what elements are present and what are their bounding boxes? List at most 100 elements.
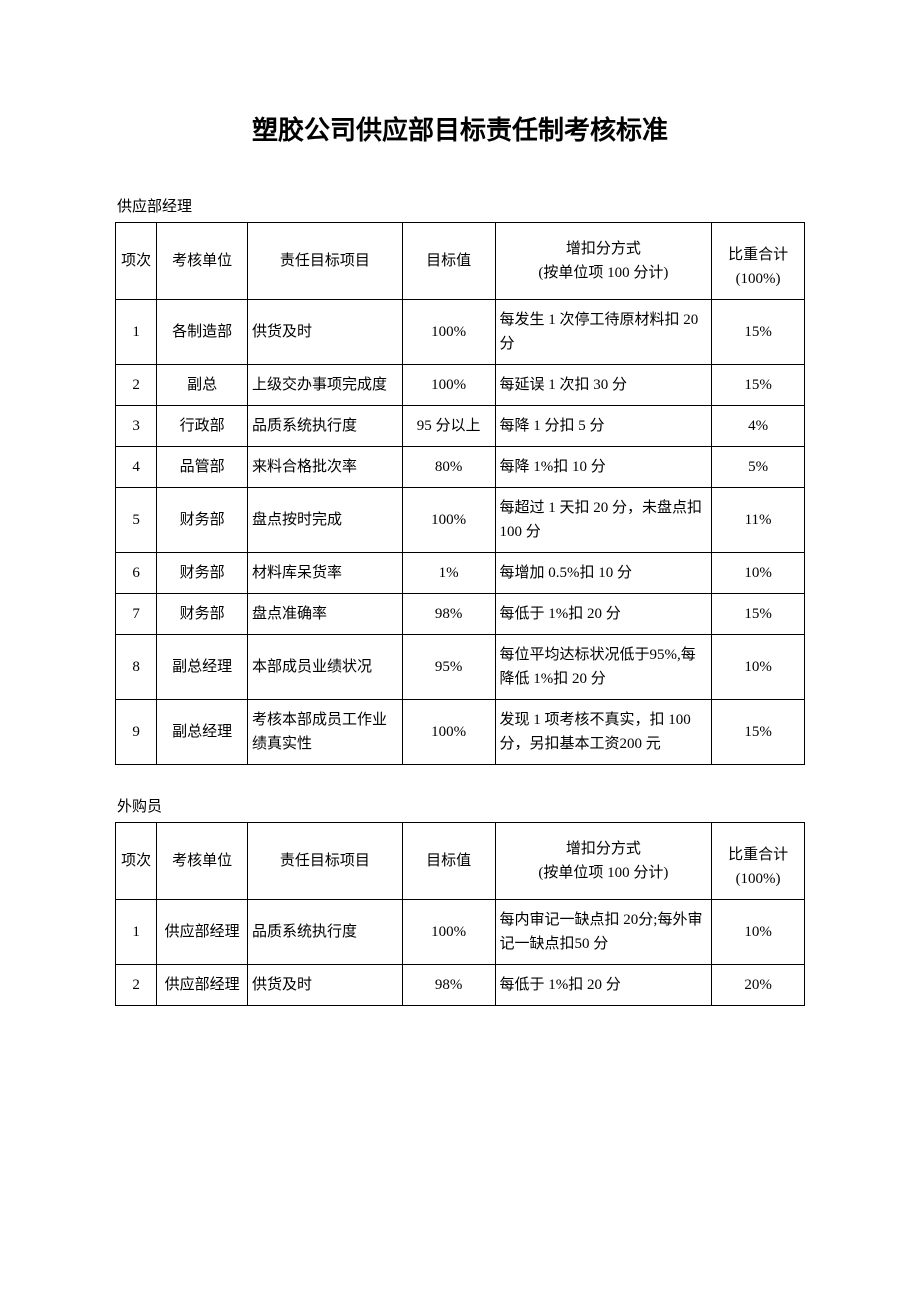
cell-item: 供货及时 [248,965,403,1006]
cell-target: 100% [402,700,495,765]
cell-unit: 副总 [157,365,248,406]
header-weight: 比重合计 (100%) [712,823,805,900]
cell-idx: 3 [116,406,157,447]
header-idx: 项次 [116,823,157,900]
table-row: 7财务部盘点准确率98%每低于 1%扣 20 分15% [116,594,805,635]
table-row: 1供应部经理品质系统执行度100%每内审记一缺点扣 20分;每外审记一缺点扣50… [116,900,805,965]
cell-idx: 2 [116,365,157,406]
cell-idx: 5 [116,488,157,553]
header-method-line2: (按单位项 100 分计) [500,861,708,885]
cell-unit: 副总经理 [157,635,248,700]
cell-target: 1% [402,553,495,594]
header-target: 目标值 [402,223,495,300]
cell-item: 供货及时 [248,300,403,365]
cell-unit: 财务部 [157,553,248,594]
table-row: 3行政部品质系统执行度95 分以上每降 1 分扣 5 分4% [116,406,805,447]
table-row: 9副总经理考核本部成员工作业绩真实性100%发现 1 项考核不真实，扣 100 … [116,700,805,765]
header-method: 增扣分方式 (按单位项 100 分计) [495,823,712,900]
section1-subtitle: 供应部经理 [115,195,805,216]
cell-method: 每增加 0.5%扣 10 分 [495,553,712,594]
header-item: 责任目标项目 [248,223,403,300]
table-row: 1各制造部供货及时100%每发生 1 次停工待原材料扣 20 分15% [116,300,805,365]
cell-idx: 8 [116,635,157,700]
cell-unit: 行政部 [157,406,248,447]
cell-idx: 1 [116,900,157,965]
cell-idx: 1 [116,300,157,365]
cell-item: 考核本部成员工作业绩真实性 [248,700,403,765]
cell-method: 每降 1 分扣 5 分 [495,406,712,447]
table-header-row: 项次 考核单位 责任目标项目 目标值 增扣分方式 (按单位项 100 分计) 比… [116,823,805,900]
cell-weight: 4% [712,406,805,447]
cell-weight: 15% [712,594,805,635]
cell-unit: 供应部经理 [157,965,248,1006]
cell-item: 上级交办事项完成度 [248,365,403,406]
cell-weight: 15% [712,700,805,765]
cell-unit: 供应部经理 [157,900,248,965]
table-row: 2供应部经理供货及时98%每低于 1%扣 20 分20% [116,965,805,1006]
header-weight: 比重合计 (100%) [712,223,805,300]
cell-target: 98% [402,965,495,1006]
cell-target: 95 分以上 [402,406,495,447]
cell-unit: 财务部 [157,594,248,635]
cell-unit: 品管部 [157,447,248,488]
cell-idx: 7 [116,594,157,635]
cell-target: 100% [402,365,495,406]
cell-method: 每位平均达标状况低于95%,每降低 1%扣 20 分 [495,635,712,700]
cell-idx: 6 [116,553,157,594]
cell-weight: 15% [712,300,805,365]
table-header-row: 项次 考核单位 责任目标项目 目标值 增扣分方式 (按单位项 100 分计) 比… [116,223,805,300]
cell-idx: 9 [116,700,157,765]
cell-weight: 10% [712,553,805,594]
cell-target: 100% [402,300,495,365]
header-unit: 考核单位 [157,223,248,300]
cell-method: 每内审记一缺点扣 20分;每外审记一缺点扣50 分 [495,900,712,965]
cell-method: 每发生 1 次停工待原材料扣 20 分 [495,300,712,365]
header-weight-line1: 比重合计 [716,843,800,867]
table1-body: 1各制造部供货及时100%每发生 1 次停工待原材料扣 20 分15%2副总上级… [116,300,805,765]
header-unit: 考核单位 [157,823,248,900]
table-row: 5财务部盘点按时完成100%每超过 1 天扣 20 分，未盘点扣 100 分11… [116,488,805,553]
cell-unit: 财务部 [157,488,248,553]
header-method-line2: (按单位项 100 分计) [500,261,708,285]
table2-body: 1供应部经理品质系统执行度100%每内审记一缺点扣 20分;每外审记一缺点扣50… [116,900,805,1006]
cell-weight: 5% [712,447,805,488]
table-row: 8副总经理本部成员业绩状况95%每位平均达标状况低于95%,每降低 1%扣 20… [116,635,805,700]
table-row: 4品管部来料合格批次率80%每降 1%扣 10 分5% [116,447,805,488]
cell-method: 每低于 1%扣 20 分 [495,594,712,635]
cell-target: 100% [402,900,495,965]
cell-weight: 15% [712,365,805,406]
cell-unit: 副总经理 [157,700,248,765]
section2-subtitle: 外购员 [115,795,805,816]
cell-item: 材料库呆货率 [248,553,403,594]
header-target: 目标值 [402,823,495,900]
cell-weight: 11% [712,488,805,553]
cell-target: 100% [402,488,495,553]
cell-weight: 10% [712,635,805,700]
cell-method: 每超过 1 天扣 20 分，未盘点扣 100 分 [495,488,712,553]
cell-target: 80% [402,447,495,488]
cell-target: 95% [402,635,495,700]
header-weight-line2: (100%) [716,867,800,891]
cell-idx: 2 [116,965,157,1006]
cell-item: 本部成员业绩状况 [248,635,403,700]
cell-method: 每延误 1 次扣 30 分 [495,365,712,406]
header-weight-line2: (100%) [716,267,800,291]
cell-method: 每降 1%扣 10 分 [495,447,712,488]
cell-item: 来料合格批次率 [248,447,403,488]
cell-method: 每低于 1%扣 20 分 [495,965,712,1006]
header-item: 责任目标项目 [248,823,403,900]
cell-weight: 20% [712,965,805,1006]
cell-unit: 各制造部 [157,300,248,365]
cell-item: 盘点准确率 [248,594,403,635]
header-method: 增扣分方式 (按单位项 100 分计) [495,223,712,300]
cell-item: 品质系统执行度 [248,900,403,965]
table-row: 6财务部材料库呆货率1%每增加 0.5%扣 10 分10% [116,553,805,594]
table-section2: 项次 考核单位 责任目标项目 目标值 增扣分方式 (按单位项 100 分计) 比… [115,822,805,1006]
page-title: 塑胶公司供应部目标责任制考核标准 [115,110,805,147]
header-method-line1: 增扣分方式 [500,237,708,261]
table-row: 2副总上级交办事项完成度100%每延误 1 次扣 30 分15% [116,365,805,406]
header-method-line1: 增扣分方式 [500,837,708,861]
cell-target: 98% [402,594,495,635]
cell-method: 发现 1 项考核不真实，扣 100 分，另扣基本工资200 元 [495,700,712,765]
cell-weight: 10% [712,900,805,965]
